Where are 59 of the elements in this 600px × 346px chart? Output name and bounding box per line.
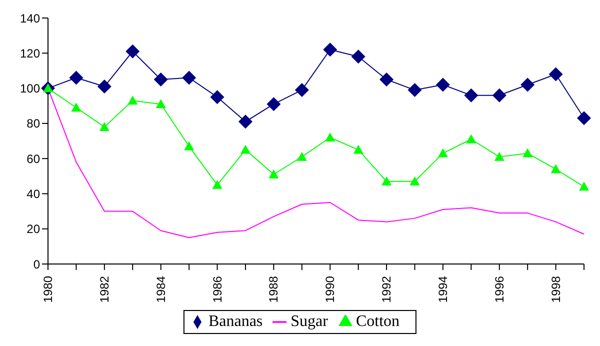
x-tick-label: 1984: [154, 276, 168, 303]
point: [296, 152, 307, 161]
y-tick-label: 20: [26, 222, 40, 236]
point: [126, 44, 140, 58]
y-tick-label: 0: [33, 257, 40, 272]
y-tick-label: 80: [26, 116, 40, 131]
point: [128, 96, 138, 105]
x-tick-label: 1982: [97, 276, 112, 303]
point: [520, 78, 535, 92]
x-tick-label: 1992: [380, 276, 394, 303]
point: [380, 72, 394, 86]
point: [494, 152, 504, 161]
x-tick-label: 1986: [210, 276, 224, 303]
legend-label: Bananas: [208, 313, 263, 330]
point: [154, 72, 168, 86]
y-tick-label: 40: [26, 186, 40, 201]
x-tick-label: 1980: [41, 276, 55, 303]
x-tick-label: 1998: [548, 276, 563, 303]
point: [464, 88, 478, 102]
point: [382, 176, 392, 186]
point: [182, 70, 196, 85]
point: [436, 78, 450, 92]
point: [99, 122, 110, 131]
point: [294, 83, 309, 98]
x-tick-label: 1994: [436, 276, 450, 303]
y-tick-label: 100: [20, 82, 40, 96]
point: [522, 148, 533, 158]
point: [266, 97, 281, 112]
point: [410, 176, 420, 186]
point: [466, 134, 476, 144]
point: [548, 67, 563, 82]
legend-label: Sugar: [290, 313, 328, 330]
point: [184, 141, 194, 150]
point: [323, 42, 338, 57]
point: [577, 111, 591, 126]
point: [212, 180, 222, 189]
x-tick-label: 1988: [266, 276, 281, 303]
point: [210, 90, 224, 104]
point: [492, 88, 506, 102]
point: [438, 148, 448, 158]
point: [156, 99, 166, 108]
y-tick-label: 60: [26, 152, 40, 166]
point: [69, 70, 84, 85]
y-tick-label: 140: [20, 11, 40, 26]
legend-label: Cotton: [356, 313, 400, 330]
point: [240, 144, 250, 154]
point: [408, 83, 422, 98]
point: [550, 164, 561, 174]
point: [71, 102, 82, 112]
point: [351, 50, 366, 64]
point: [238, 114, 252, 129]
x-tick-label: 1990: [323, 276, 338, 303]
point: [268, 169, 279, 178]
x-tick-label: 1996: [492, 276, 506, 303]
point: [97, 80, 112, 94]
y-tick-label: 120: [20, 46, 40, 60]
point: [325, 132, 336, 142]
point: [579, 182, 589, 191]
point: [353, 144, 364, 154]
